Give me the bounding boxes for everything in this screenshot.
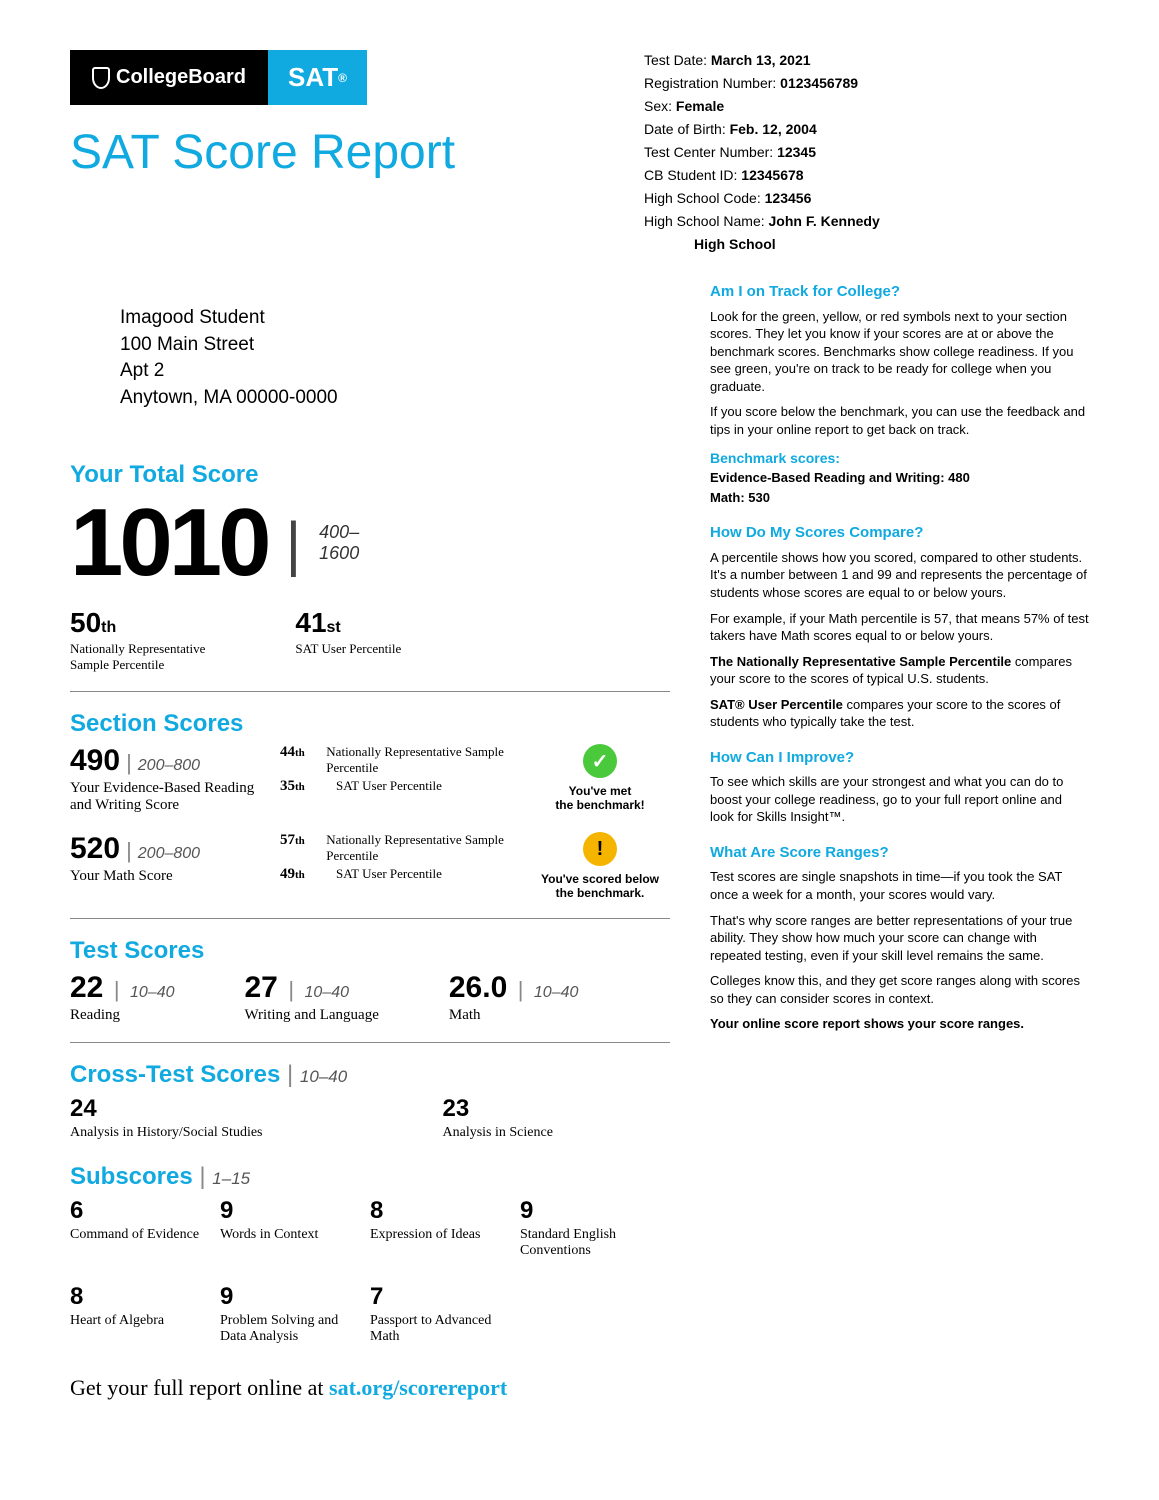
ebrw-section: 490|200–800 Your Evidence-Based Reading … [70,744,670,814]
student-address: Imagood Student 100 Main Street Apt 2 An… [120,305,670,411]
report-title: SAT Score Report [70,125,604,180]
subscores-heading: Subscores | 1–15 [70,1163,670,1191]
test-scores: 22 | 10–40Reading 27 | 10–40Writing and … [70,971,670,1024]
cross-test-scores: 24Analysis in History/Social Studies 23A… [70,1095,670,1141]
footer: Get your full report online at sat.org/s… [70,1375,1089,1401]
user-percentile: 41st SAT User Percentile [295,607,401,673]
math-benchmark: ! You've scored belowthe benchmark. [530,832,670,900]
math-section: 520|200–800 Your Math Score 57thNational… [70,832,670,900]
shield-icon [92,67,110,89]
subscores: 6Command of Evidence 9Words in Context 8… [70,1197,670,1345]
check-icon: ✓ [583,744,617,778]
student-meta: Test Date: March 13, 2021 Registration N… [644,50,1089,255]
total-score-heading: Your Total Score [70,461,670,489]
report-link[interactable]: sat.org/scorereport [329,1375,507,1400]
alert-icon: ! [583,832,617,866]
section-scores-heading: Section Scores [70,710,670,738]
collegeboard-logo: CollegeBoard [70,50,268,105]
cross-test-heading: Cross-Test Scores | 10–40 [70,1061,670,1089]
info-sidebar: Am I on Track for College? Look for the … [710,265,1089,1345]
ebrw-benchmark: ✓ You've metthe benchmark! [530,744,670,812]
total-score: 1010 | 400–1600 [70,495,670,591]
national-percentile: 50th Nationally RepresentativeSample Per… [70,607,205,673]
sat-logo: SAT® [268,50,367,105]
test-scores-heading: Test Scores [70,937,670,965]
brand-bar: CollegeBoard SAT® [70,50,367,105]
